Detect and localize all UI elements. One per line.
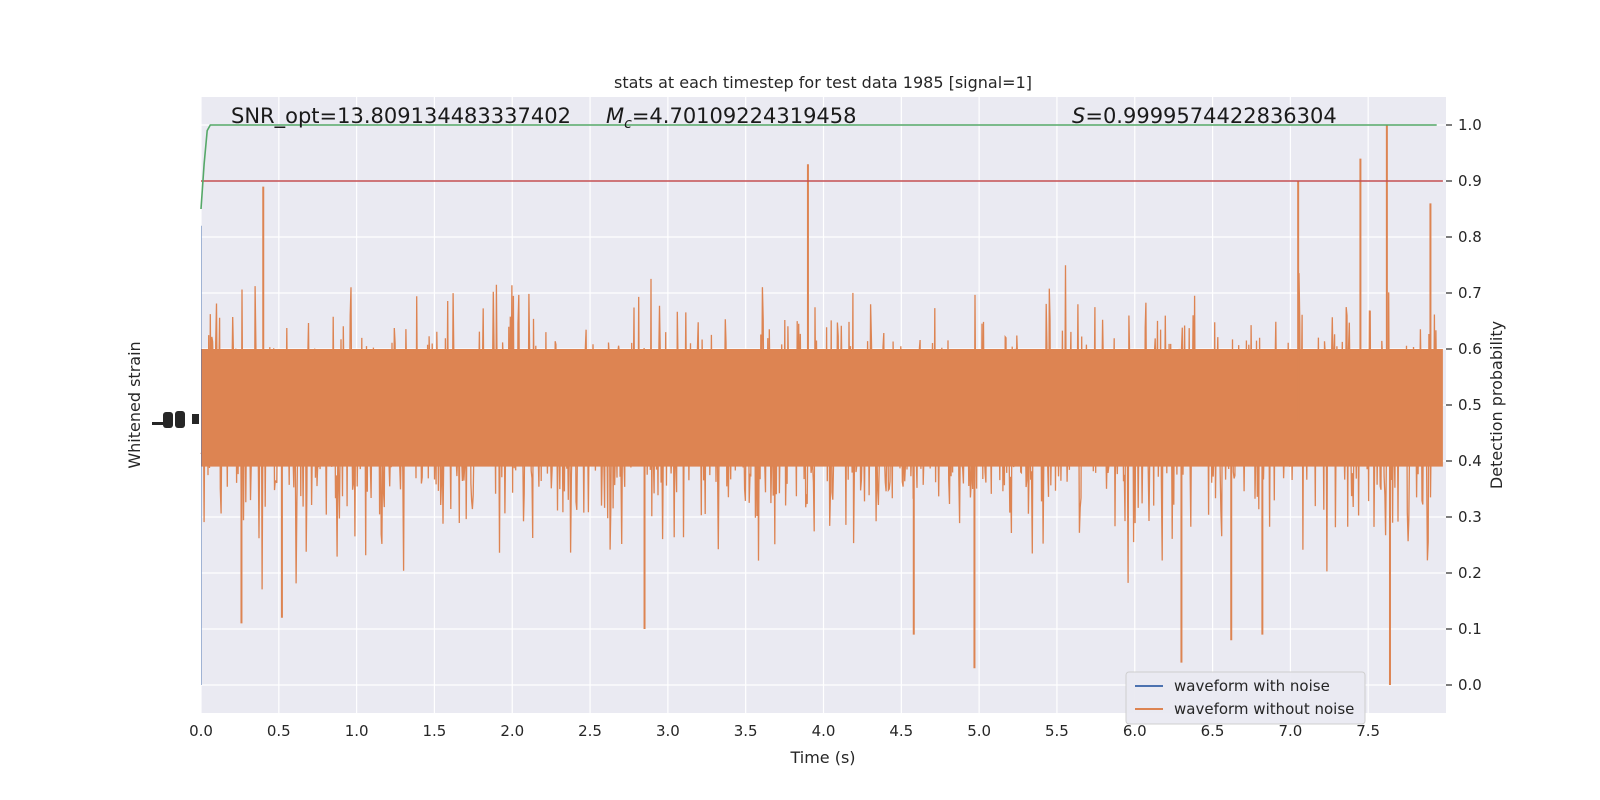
x-tick-label-11: 5.5 [1045, 722, 1069, 740]
waveform-without-noise-series [200, 265, 1443, 590]
x-tick-label-4: 2.0 [500, 722, 524, 740]
y-right-axis-label: Detection probability [1487, 321, 1506, 489]
mc-annotation: Mc=4.70109224319458 [606, 104, 857, 132]
snr-annotation: SNR_opt=13.809134483337402 [231, 104, 571, 129]
x-tick-label-1: 0.5 [267, 722, 291, 740]
x-tick-label-13: 6.5 [1201, 722, 1225, 740]
x-tick-label-9: 4.5 [889, 722, 913, 740]
x-tick-label-0: 0.0 [189, 722, 213, 740]
left-axis-clutter [152, 411, 199, 428]
y-tick-label-0: 0.0 [1458, 676, 1482, 694]
y-tick-label-6: 0.6 [1458, 340, 1482, 358]
y-tick-label-2: 0.2 [1458, 564, 1482, 582]
x-tick-label-6: 3.0 [656, 722, 680, 740]
legend-label-with-noise: waveform with noise [1174, 677, 1330, 695]
x-tick-label-5: 2.5 [578, 722, 602, 740]
y-tick-label-4: 0.4 [1458, 452, 1482, 470]
y-tick-label-10: 1.0 [1458, 116, 1482, 134]
y-tick-label-8: 0.8 [1458, 228, 1482, 246]
x-tick-label-14: 7.0 [1278, 722, 1302, 740]
y-tick-label-9: 0.9 [1458, 172, 1482, 190]
x-tick-label-3: 1.5 [423, 722, 447, 740]
spike-marks [240, 125, 1432, 685]
y-left-axis-label: Whitened strain [125, 341, 144, 468]
y-right-axis-ticks: 0.0 0.1 0.2 0.3 0.4 0.5 0.6 0.7 0.8 0.9 1.0 [1446, 116, 1482, 694]
x-tick-label-10: 5.0 [967, 722, 991, 740]
x-tick-label-8: 4.0 [812, 722, 836, 740]
detection-probability-line [200, 124, 1437, 210]
legend: waveform with noise waveform without noi… [1125, 671, 1366, 725]
legend-box [1125, 671, 1366, 725]
y-tick-label-7: 0.7 [1458, 284, 1482, 302]
waveform-dense-band [201, 349, 1443, 467]
x-tick-label-12: 6.0 [1123, 722, 1147, 740]
y-tick-label-5: 0.5 [1458, 396, 1482, 414]
y-tick-label-1: 0.1 [1458, 620, 1482, 638]
chart-title: stats at each timestep for test data 198… [614, 73, 1032, 92]
x-tick-label-15: 7.5 [1356, 722, 1380, 740]
x-axis-ticks: 0.0 0.5 1.0 1.5 2.0 2.5 3.0 3.5 4.0 4.5 5.0 5.5 6.0 6… [189, 722, 1380, 740]
x-tick-label-7: 3.5 [734, 722, 758, 740]
x-axis-label: Time (s) [789, 748, 855, 767]
legend-label-without-noise: waveform without noise [1174, 700, 1354, 718]
y-tick-label-3: 0.3 [1458, 508, 1482, 526]
s-annotation: S=0.9999574422836304 [1072, 104, 1337, 128]
x-tick-label-2: 1.0 [345, 722, 369, 740]
